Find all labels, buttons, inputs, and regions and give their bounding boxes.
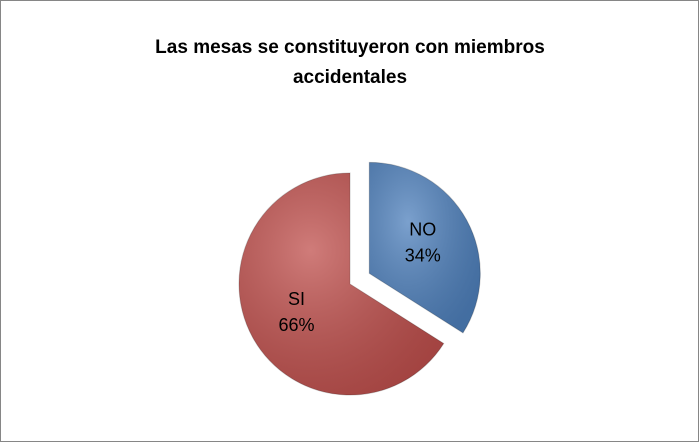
slice-category-label: NO: [409, 220, 436, 240]
chart-title: Las mesas se constituyeron con miembros …: [155, 37, 545, 88]
slice-category-label: SI: [288, 289, 305, 309]
slice-shading: [369, 162, 481, 333]
slice-value-label: 34%: [405, 246, 441, 266]
slice-value-label: 66%: [278, 315, 314, 335]
slice-shading: [239, 173, 444, 396]
